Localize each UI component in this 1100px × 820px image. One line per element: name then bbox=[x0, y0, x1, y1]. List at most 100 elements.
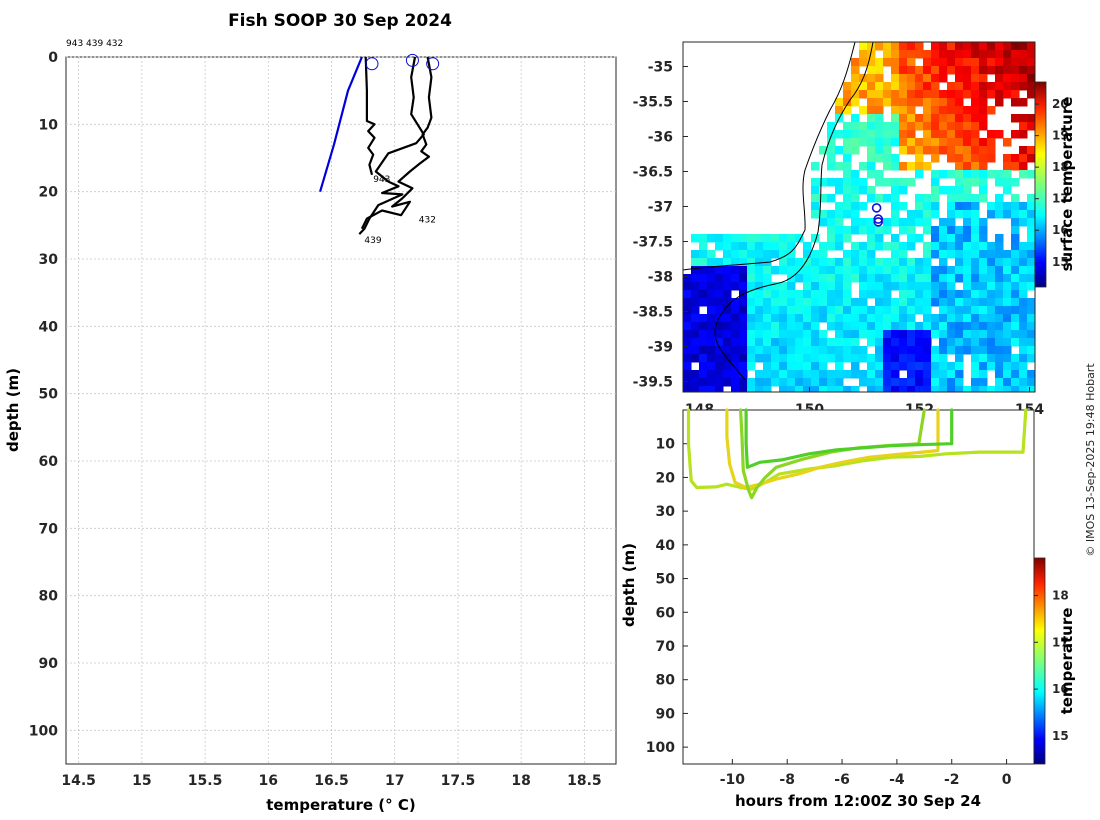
sst-cell bbox=[987, 338, 996, 347]
sst-cell bbox=[859, 282, 868, 291]
sst-cell bbox=[779, 330, 788, 339]
sst-cell bbox=[1011, 338, 1020, 347]
sst-cell bbox=[907, 66, 916, 75]
sst-cell bbox=[883, 378, 892, 387]
sst-cell bbox=[923, 266, 932, 275]
sst-cell bbox=[1027, 370, 1035, 379]
sst-cell bbox=[859, 346, 868, 355]
sst-cell bbox=[731, 250, 740, 259]
sst-cell bbox=[979, 322, 988, 331]
sst-cell bbox=[939, 226, 948, 235]
sst-cell bbox=[763, 362, 772, 371]
sst-cell bbox=[987, 274, 996, 283]
sst-cell bbox=[939, 218, 948, 227]
sst-cell bbox=[787, 322, 796, 331]
sst-cell bbox=[851, 170, 860, 179]
sst-cell bbox=[811, 210, 820, 219]
sst-cell bbox=[763, 338, 772, 347]
sst-cell bbox=[795, 306, 804, 315]
sst-cell bbox=[899, 202, 908, 211]
sst-cell bbox=[1011, 66, 1020, 75]
sst-cell bbox=[915, 210, 924, 219]
sst-cell bbox=[987, 330, 996, 339]
sst-cell bbox=[971, 346, 980, 355]
sst-cell bbox=[995, 370, 1004, 379]
sst-cell bbox=[923, 210, 932, 219]
sst-cell bbox=[931, 90, 940, 99]
sst-cell bbox=[859, 218, 868, 227]
sst-cell bbox=[691, 386, 700, 392]
sst-cell bbox=[979, 258, 988, 267]
sst-cell bbox=[931, 242, 940, 251]
sst-cell bbox=[1027, 234, 1035, 243]
sst-cell bbox=[979, 82, 988, 91]
sst-cell bbox=[763, 250, 772, 259]
sst-colorbar bbox=[1034, 81, 1047, 288]
sst-cell bbox=[907, 58, 916, 67]
sst-cell bbox=[915, 114, 924, 123]
sst-cell bbox=[755, 290, 764, 299]
sst-cell bbox=[1027, 194, 1035, 203]
sst-cell bbox=[739, 330, 748, 339]
sst-cell bbox=[883, 362, 892, 371]
sst-cell bbox=[931, 290, 940, 299]
sst-cell bbox=[827, 226, 836, 235]
sst-cell bbox=[795, 370, 804, 379]
sst-cell bbox=[947, 218, 956, 227]
sst-cell bbox=[883, 146, 892, 155]
sst-cell bbox=[683, 322, 692, 331]
sst-cell bbox=[995, 42, 1004, 51]
sst-cell bbox=[843, 106, 852, 115]
sst-cell bbox=[947, 42, 956, 51]
sst-cell bbox=[819, 194, 828, 203]
sst-cell bbox=[907, 306, 916, 315]
sst-cell bbox=[907, 314, 916, 323]
sst-cell bbox=[955, 146, 964, 155]
sst-cell bbox=[955, 154, 964, 163]
sst-cell bbox=[851, 250, 860, 259]
sst-cell bbox=[931, 298, 940, 307]
sst-cell bbox=[931, 266, 940, 275]
sst-cell bbox=[691, 290, 700, 299]
sst-cell bbox=[939, 186, 948, 195]
sst-cell bbox=[691, 346, 700, 355]
sst-cell bbox=[947, 130, 956, 139]
sst-cell bbox=[955, 74, 964, 83]
sst-cell bbox=[867, 338, 876, 347]
sst-cell bbox=[875, 282, 884, 291]
sst-cell bbox=[963, 186, 972, 195]
sst-cell bbox=[691, 258, 700, 267]
sst-cell bbox=[843, 98, 852, 107]
sst-cell bbox=[947, 138, 956, 147]
sst-cell bbox=[907, 98, 916, 107]
sst-cell bbox=[1027, 298, 1035, 307]
sst-cell bbox=[851, 218, 860, 227]
sst-cell bbox=[891, 242, 900, 251]
sst-cell bbox=[1027, 314, 1035, 323]
sst-cell bbox=[971, 242, 980, 251]
sst-cell bbox=[963, 178, 972, 187]
sst-cell bbox=[883, 290, 892, 299]
sst-cell bbox=[1011, 42, 1020, 51]
sst-cell bbox=[843, 162, 852, 171]
sst-cell bbox=[907, 138, 916, 147]
sst-cell bbox=[875, 114, 884, 123]
sst-cell bbox=[995, 210, 1004, 219]
sst-cell bbox=[979, 194, 988, 203]
sst-cell bbox=[939, 282, 948, 291]
sst-cell bbox=[795, 314, 804, 323]
sst-cell bbox=[883, 370, 892, 379]
sst-cell bbox=[899, 186, 908, 195]
sst-cell bbox=[787, 338, 796, 347]
sst-cell bbox=[683, 378, 692, 387]
sst-cell bbox=[835, 162, 844, 171]
sst-cell bbox=[707, 330, 716, 339]
sst-cell bbox=[931, 330, 940, 339]
sst-cell bbox=[971, 362, 980, 371]
sst-cell bbox=[1003, 258, 1012, 267]
sst-cell bbox=[843, 146, 852, 155]
sst-cell bbox=[995, 266, 1004, 275]
sst-cell bbox=[995, 74, 1004, 83]
sst-cell bbox=[1011, 162, 1020, 171]
sst-cell bbox=[931, 378, 940, 387]
